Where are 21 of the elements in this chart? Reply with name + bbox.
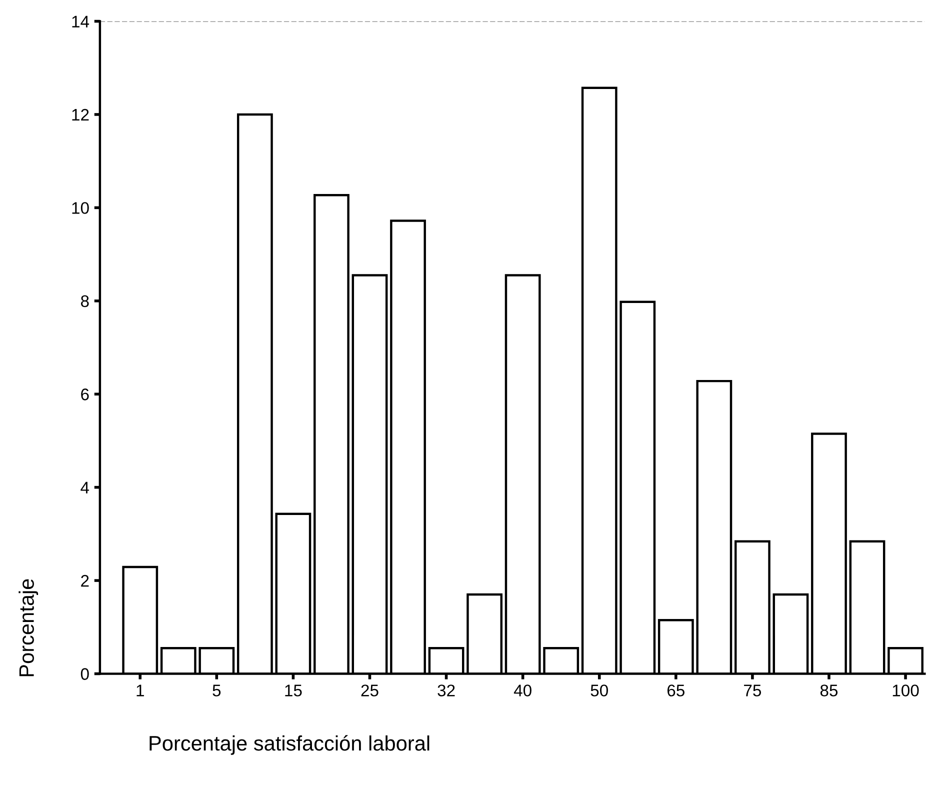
y-tick-label: 6 (81, 388, 89, 400)
x-tick-label: 5 (212, 684, 221, 696)
y-tick-label: 0 (80, 668, 89, 680)
x-tick-label: 32 (438, 684, 455, 696)
y-tick-label: 14 (72, 16, 90, 28)
x-tick-label: 100 (892, 684, 919, 696)
x-tick-label: 1 (136, 684, 144, 696)
x-tick-label: 50 (590, 684, 608, 696)
x-tick-label: 85 (820, 684, 838, 696)
y-tick-label: 2 (81, 574, 89, 587)
x-tick-label: 75 (744, 684, 762, 696)
y-axis-title: Porcentaje (18, 579, 38, 676)
x-axis-title: Porcentaje satisfacción laboral (150, 735, 430, 755)
x-tick-label: 40 (514, 684, 532, 696)
x-tick-label: 15 (285, 684, 302, 696)
x-tick-label: 25 (361, 684, 378, 696)
y-tick-label: 10 (72, 202, 89, 214)
y-tick-label: 8 (80, 295, 89, 308)
x-tick-label: 65 (667, 684, 684, 696)
y-tick-label: 4 (80, 482, 90, 494)
y-tick-label: 12 (72, 108, 89, 121)
